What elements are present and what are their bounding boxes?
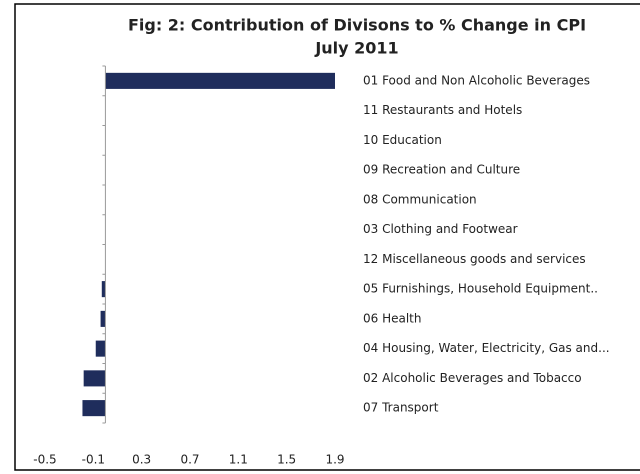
chart-subtitle: July 2011 <box>314 39 398 58</box>
y-tick-label: 03 Clothing and Footwear <box>363 222 518 236</box>
y-tick-label: 12 Miscellaneous goods and services <box>363 252 586 266</box>
bar <box>82 400 106 417</box>
chart-border <box>14 3 640 471</box>
y-tick-label: 05 Furnishings, Household Equipment.. <box>363 282 598 296</box>
x-tick-label: 0.7 <box>180 453 199 467</box>
y-tick-label: 10 Education <box>363 133 442 147</box>
bar <box>105 72 336 89</box>
y-tick-label: 06 Health <box>363 311 422 325</box>
y-tick-label: 02 Alcoholic Beverages and Tobacco <box>363 371 582 385</box>
y-tick-label: 11 Restaurants and Hotels <box>363 103 522 117</box>
y-tick-label: 09 Recreation and Culture <box>363 163 520 177</box>
y-tick-label: 07 Transport <box>363 401 439 415</box>
bar <box>100 310 106 327</box>
bar <box>83 370 106 387</box>
bar <box>95 340 106 357</box>
bar <box>101 281 106 298</box>
y-tick-label: 08 Communication <box>363 192 477 206</box>
y-tick-label: 01 Food and Non Alcoholic Beverages <box>363 73 590 87</box>
x-tick-label: -0.1 <box>82 453 105 467</box>
x-tick-label: 0.3 <box>132 453 151 467</box>
x-tick-label: 1.5 <box>277 453 296 467</box>
chart-title: Fig: 2: Contribution of Divisons to % Ch… <box>128 16 586 35</box>
x-tick-label: 1.9 <box>325 453 344 467</box>
x-tick-label: -0.5 <box>33 453 56 467</box>
y-tick-label: 04 Housing, Water, Electricity, Gas and.… <box>363 341 610 355</box>
x-tick-label: 1.1 <box>229 453 248 467</box>
